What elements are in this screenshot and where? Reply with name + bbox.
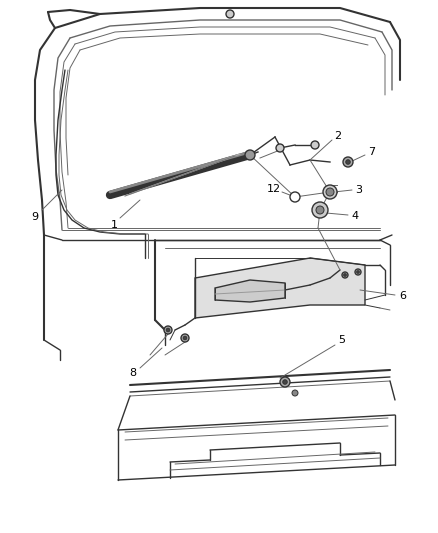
Circle shape [344, 273, 346, 276]
Text: 8: 8 [130, 368, 137, 378]
Text: 7: 7 [368, 147, 375, 157]
Circle shape [312, 202, 328, 218]
Circle shape [343, 157, 353, 167]
Text: 2: 2 [335, 131, 342, 141]
Circle shape [183, 336, 187, 340]
Text: 12: 12 [267, 184, 281, 194]
Circle shape [316, 206, 324, 214]
Polygon shape [195, 258, 365, 318]
Circle shape [290, 192, 300, 202]
Text: 5: 5 [339, 335, 346, 345]
Circle shape [346, 160, 350, 164]
Circle shape [283, 379, 287, 384]
Circle shape [326, 188, 334, 196]
Circle shape [342, 272, 348, 278]
Polygon shape [215, 280, 285, 302]
Text: 4: 4 [351, 211, 359, 221]
Circle shape [181, 334, 189, 342]
Circle shape [357, 271, 359, 273]
Text: 9: 9 [32, 212, 39, 222]
Circle shape [276, 144, 284, 152]
Text: 3: 3 [356, 185, 363, 195]
Circle shape [226, 10, 234, 18]
Circle shape [323, 185, 337, 199]
Text: 6: 6 [399, 291, 406, 301]
Circle shape [311, 141, 319, 149]
Circle shape [164, 326, 172, 334]
Text: 1: 1 [110, 220, 117, 230]
Circle shape [292, 390, 298, 396]
Circle shape [280, 377, 290, 387]
Circle shape [166, 328, 170, 332]
Circle shape [245, 150, 255, 160]
Circle shape [355, 269, 361, 275]
